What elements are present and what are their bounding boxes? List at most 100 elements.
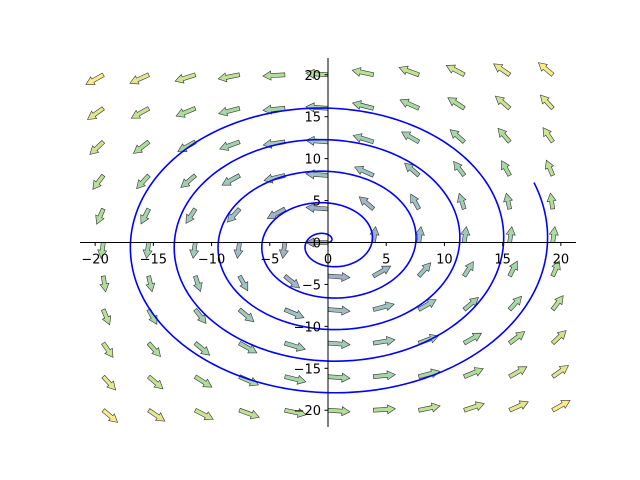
quiver-arrow [497,127,512,144]
quiver-arrow [185,207,198,224]
quiver-arrow [371,265,392,279]
quiver-arrow [372,336,396,346]
quiver-arrow [174,72,197,84]
x-tick-label: 5 [382,253,390,268]
quiver-arrow [507,295,523,312]
y-tick-label: −15 [294,362,321,377]
quiver-arrow [99,275,110,293]
quiver-arrow [193,275,203,293]
quiver-arrow [327,272,351,282]
quiver-arrow [462,332,483,346]
quiver-arrow [262,70,286,81]
quiver-arrow [85,72,105,85]
y-tick-label: 5 [313,195,321,210]
quiver-arrow [546,192,557,210]
x-tick-label: 10 [436,253,453,268]
quiver-arrow [189,241,200,260]
quiver-arrow [233,241,244,260]
quiver-arrow [237,307,255,323]
quiver-arrow [146,341,161,358]
quiver-arrow [101,374,117,391]
quiver-arrow [417,299,437,312]
quiver-arrow [221,173,241,186]
quiver-arrow [550,330,567,346]
quiver-arrow [358,196,376,211]
quiver-arrow [462,261,474,278]
quiver-arrow [278,241,289,260]
quiver-arrow [283,340,306,352]
quiver-arrow [398,65,420,78]
quiver-arrow [508,400,529,413]
quiver-arrow [146,374,164,390]
quiver-arrow [101,341,114,358]
quiver-arrow [95,207,106,225]
x-tick-label: 20 [553,253,570,268]
quiver-arrow [327,339,351,350]
quiver-arrow [327,305,351,316]
quiver-arrow [418,402,441,413]
spiral-curve [129,107,549,394]
quiver-arrow [283,307,305,320]
quiver-arrow [305,203,329,213]
y-tick-label: 20 [304,69,321,84]
quiver-arrow [237,274,249,292]
quiver-arrow [542,127,555,144]
quiver-arrow [351,100,375,111]
y-tick-label: −10 [294,320,321,335]
quiver-arrow [89,139,106,155]
quiver-arrow [132,139,151,154]
quiver-arrow [193,407,214,421]
quiver-arrow [177,139,197,153]
quiver-arrow [463,367,484,379]
quiver-arrow [507,260,518,278]
quiver-arrow [401,131,421,145]
quiver-arrow [218,106,241,117]
quiver-arrow [447,97,466,111]
quiver-arrow [551,400,571,413]
quiver-arrow [462,297,479,312]
quiver-arrow [147,408,166,422]
quiver-arrow [550,295,564,312]
quiver-arrow [140,207,151,225]
y-tick-label: 15 [304,111,321,126]
quiver-arrow [180,173,197,188]
quiver-arrow [130,106,151,119]
quiver-arrow [539,94,555,111]
quiver-arrow [305,135,329,146]
quiver-arrow [503,192,513,210]
x-tick-label: −15 [140,253,167,268]
quiver-arrow [238,407,260,420]
quiver-arrow [136,173,151,190]
quiver-arrow [537,62,555,77]
quiver-arrow [327,406,351,417]
quiver-arrow [351,67,375,78]
quiver-arrow [548,225,559,244]
x-tick-label: 15 [494,253,511,268]
quiver-arrow [193,341,211,356]
quiver-arrows [85,62,571,423]
quiver-arrow [193,374,213,388]
quiver-arrow [372,301,395,312]
x-tick-label: 0 [324,253,332,268]
x-tick-label: −5 [260,253,279,268]
quiver-arrow [463,401,485,413]
quiver-arrow [494,95,512,111]
quiver-arrow [493,63,512,77]
quiver-arrow [175,106,197,118]
quiver-arrow [551,365,570,379]
quiver-arrow [142,241,153,260]
quiver-arrow [508,366,528,379]
quiver-arrow [399,98,420,111]
quiver-arrow [101,408,119,423]
quiver-arrow [97,241,108,260]
quiver-arrow [193,307,207,324]
quiver-arrow [544,159,555,177]
quiver-arrow [145,275,156,293]
quiver-arrow [354,165,375,178]
quiver-arrow [416,262,432,278]
quiver-arrow [92,173,106,190]
quiver-arrow [284,407,307,418]
y-tick-label: 0 [313,237,321,252]
y-tick-label: −20 [294,404,321,419]
